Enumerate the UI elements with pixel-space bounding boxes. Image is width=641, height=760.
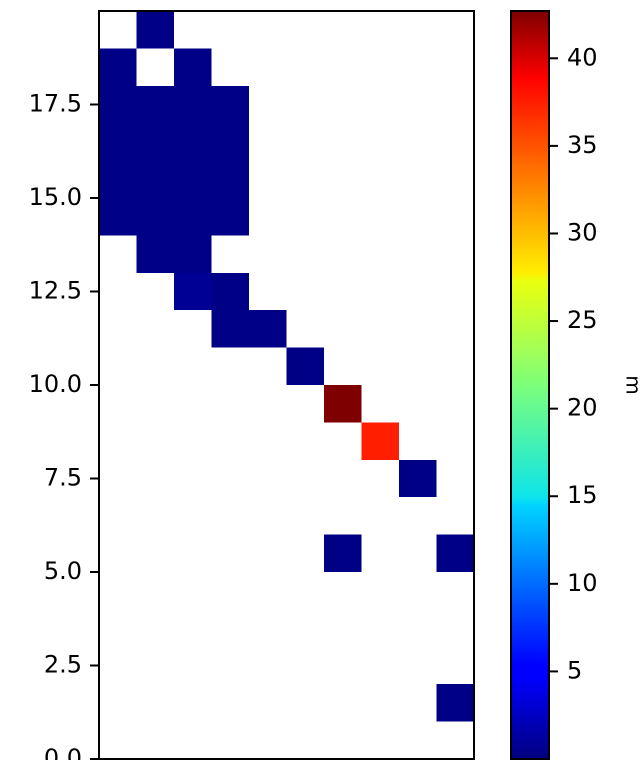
heatmap-cell <box>99 123 137 161</box>
colorbar: 5 10 15 20 25 30 35 40 m <box>510 10 641 760</box>
heatmap-cell <box>436 684 474 722</box>
heatmap-cell <box>211 198 249 236</box>
colorbar-tick-label: 5 <box>567 656 582 684</box>
colorbar-tick-label: 25 <box>567 306 598 334</box>
heatmap-cell <box>136 11 174 49</box>
y-tick-label: 15.0 <box>29 183 82 211</box>
heatmap-cells <box>99 11 474 722</box>
y-tick-label: 2.5 <box>44 651 82 679</box>
y-tick-label: 12.5 <box>29 277 82 305</box>
heatmap-cell <box>136 235 174 273</box>
heatmap-cell <box>436 534 474 572</box>
colorbar-frame <box>510 10 550 760</box>
y-tick-label: 10.0 <box>29 370 82 398</box>
heatmap-cell <box>136 85 174 124</box>
heatmap-cell <box>286 347 324 385</box>
y-tick-label: 17.5 <box>29 90 82 118</box>
plot-area: 0.0 2.5 5.0 7.5 10.0 12.5 15.0 17.5 <box>29 10 475 760</box>
colorbar-tick-label: 30 <box>567 218 598 246</box>
heatmap-cell <box>174 123 212 161</box>
heatmap-cell <box>174 160 212 198</box>
colorbar-label: m <box>622 375 641 394</box>
heatmap-cell <box>99 198 137 236</box>
colorbar-tick-label: 15 <box>567 481 598 509</box>
heatmap-cell <box>99 160 137 198</box>
y-axis: 0.0 2.5 5.0 7.5 10.0 12.5 15.0 17.5 <box>29 90 99 760</box>
heatmap-cell <box>324 534 362 572</box>
heatmap-cell <box>324 385 362 423</box>
heatmap-cell <box>174 48 212 86</box>
heatmap-cell <box>174 198 212 236</box>
heatmap-cell <box>174 85 212 124</box>
heatmap-cell <box>361 422 399 460</box>
heatmap-cell <box>249 310 287 348</box>
heatmap-cell <box>174 235 212 273</box>
heatmap-cell <box>99 85 137 124</box>
heatmap-cell <box>99 48 137 86</box>
heatmap-cell <box>136 160 174 198</box>
colorbar-tick-label: 35 <box>567 131 598 159</box>
heatmap-cell <box>211 272 249 311</box>
heatmap-cell <box>399 459 437 498</box>
y-tick-label: 7.5 <box>44 464 82 492</box>
heatmap-cell <box>174 272 212 311</box>
heatmap-cell <box>211 310 249 348</box>
y-tick-label: 5.0 <box>44 557 82 585</box>
heatmap-cell <box>136 198 174 236</box>
colorbar-tick-label: 10 <box>567 569 598 597</box>
colorbar-ticks: 5 10 15 20 25 30 35 40 <box>549 43 598 684</box>
colorbar-gradient <box>511 11 549 759</box>
heatmap-cell <box>211 85 249 124</box>
y-tick-label: 0.0 <box>44 744 82 760</box>
colorbar-tick-label: 20 <box>567 394 598 422</box>
heatmap-cell <box>211 160 249 198</box>
heatmap-cell <box>136 123 174 161</box>
heatmap-cell <box>211 123 249 161</box>
colorbar-tick-label: 40 <box>567 43 598 71</box>
